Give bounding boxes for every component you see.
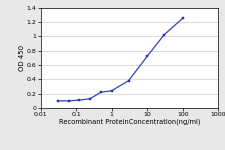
Y-axis label: OD 450: OD 450 [19,45,25,71]
X-axis label: Recombinant ProteinConcentration(ng/ml): Recombinant ProteinConcentration(ng/ml) [59,118,200,125]
